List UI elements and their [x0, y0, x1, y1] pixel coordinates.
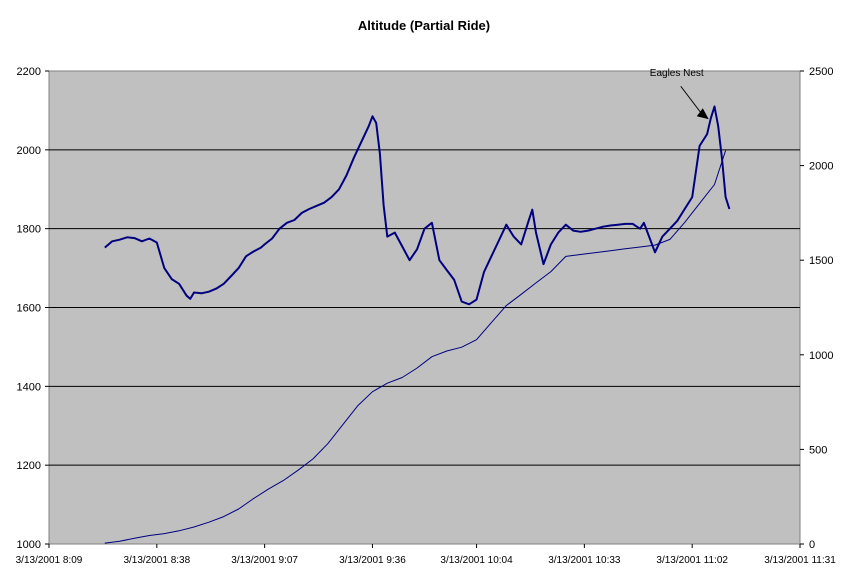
right-tick-label: 0: [809, 539, 815, 551]
x-tick-label: 3/13/2001 8:09: [16, 555, 83, 566]
x-axis-ticks: 3/13/2001 8:09 3/13/2001 8:38 3/13/2001 9:…: [16, 544, 836, 566]
right-tick-label: 1500: [809, 255, 833, 267]
left-tick-label: 2000: [17, 145, 41, 157]
annotation-label: Eagles Nest: [650, 68, 704, 79]
series-line-2: [104, 150, 727, 544]
left-tick-label: 1000: [17, 539, 41, 551]
right-tick-label: 2500: [809, 66, 833, 78]
left-tick-label: 1200: [17, 460, 41, 472]
gridlines: [49, 149, 800, 466]
left-tick-label: 1800: [17, 224, 41, 236]
chart-title: Altitude (Partial Ride): [358, 18, 490, 33]
right-tick-label: 2000: [809, 161, 833, 173]
right-tick-label: 500: [809, 444, 827, 456]
annotation-arrowhead: [696, 108, 709, 120]
left-tick-label: 1400: [17, 381, 41, 393]
x-tick-label: 3/13/2001 9:36: [339, 555, 406, 566]
right-tick-label: 1000: [809, 350, 833, 362]
left-axis-ticks: 1000 1200 1400 1600 1800 2000 2200: [17, 66, 49, 551]
left-tick-label: 1600: [17, 303, 41, 315]
x-tick-label: 3/13/2001 8:38: [123, 555, 190, 566]
x-tick-label: 3/13/2001 11:31: [764, 555, 836, 566]
x-tick-label: 3/13/2001 10:33: [548, 555, 621, 566]
x-tick-label: 3/13/2001 11:02: [656, 555, 728, 566]
series-line-1: [104, 105, 731, 306]
left-tick-label: 2200: [17, 66, 41, 78]
x-tick-label: 3/13/2001 10:04: [440, 555, 513, 566]
annotation: Eagles Nest: [650, 68, 709, 120]
x-tick-label: 3/13/2001 9:07: [231, 555, 298, 566]
series-lines: [104, 105, 731, 544]
annotation-arrow: [680, 85, 704, 116]
right-axis-ticks: 0 500 1000 1500 2000 2500: [800, 66, 833, 551]
